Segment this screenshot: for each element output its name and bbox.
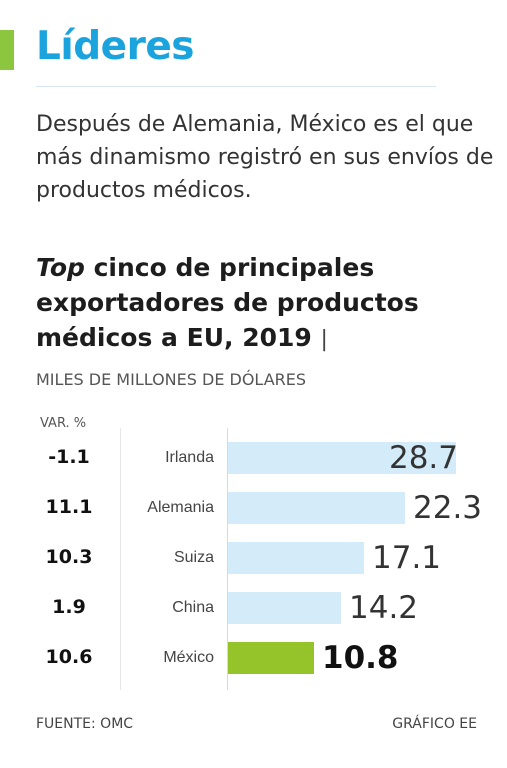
var-pct-label: 1.9 — [52, 596, 86, 618]
category-label: México — [163, 649, 214, 666]
bar-china — [228, 592, 341, 624]
chart-title-italic: Top — [36, 253, 85, 282]
category-label: Suiza — [173, 549, 214, 566]
category-label: Irlanda — [165, 449, 214, 466]
bar-méxico — [228, 642, 314, 674]
chart-title-text: cinco de principales exportadores de pro… — [36, 253, 419, 352]
bar-value-label: 22.3 — [413, 490, 483, 526]
bar-suiza — [228, 542, 364, 574]
var-pct-label: 10.3 — [45, 546, 93, 568]
category-label: Alemania — [147, 499, 214, 516]
var-header: VAR. % — [40, 416, 87, 431]
intro-text: Después de Alemania, México es el que má… — [36, 112, 494, 203]
category-label: China — [172, 599, 214, 616]
chart-title-separator: | — [320, 327, 328, 352]
bar-value-label: 14.2 — [349, 590, 419, 626]
bar-irlanda — [228, 442, 456, 474]
var-column-line — [120, 428, 121, 690]
title-accent-bar — [0, 30, 14, 70]
chart-title: Top cinco de principales exportadores de… — [36, 250, 496, 357]
var-pct-label: -1.1 — [48, 446, 90, 468]
var-pct-label: 10.6 — [45, 646, 93, 668]
bar-value-label: 28.7 — [388, 440, 458, 476]
page-title: Líderes — [36, 24, 194, 69]
bar-value-label: 17.1 — [372, 540, 442, 576]
bar-alemania — [228, 492, 405, 524]
bar-axis-line — [227, 428, 228, 690]
bar-value-label: 10.8 — [322, 640, 399, 676]
title-divider — [36, 86, 436, 87]
var-pct-label: 11.1 — [45, 496, 93, 518]
source-label: FUENTE: OMC — [36, 716, 134, 732]
units-label: MILES DE MILLONES DE DÓLARES — [36, 370, 307, 389]
credit-label: GRÁFICO EE — [392, 716, 477, 732]
